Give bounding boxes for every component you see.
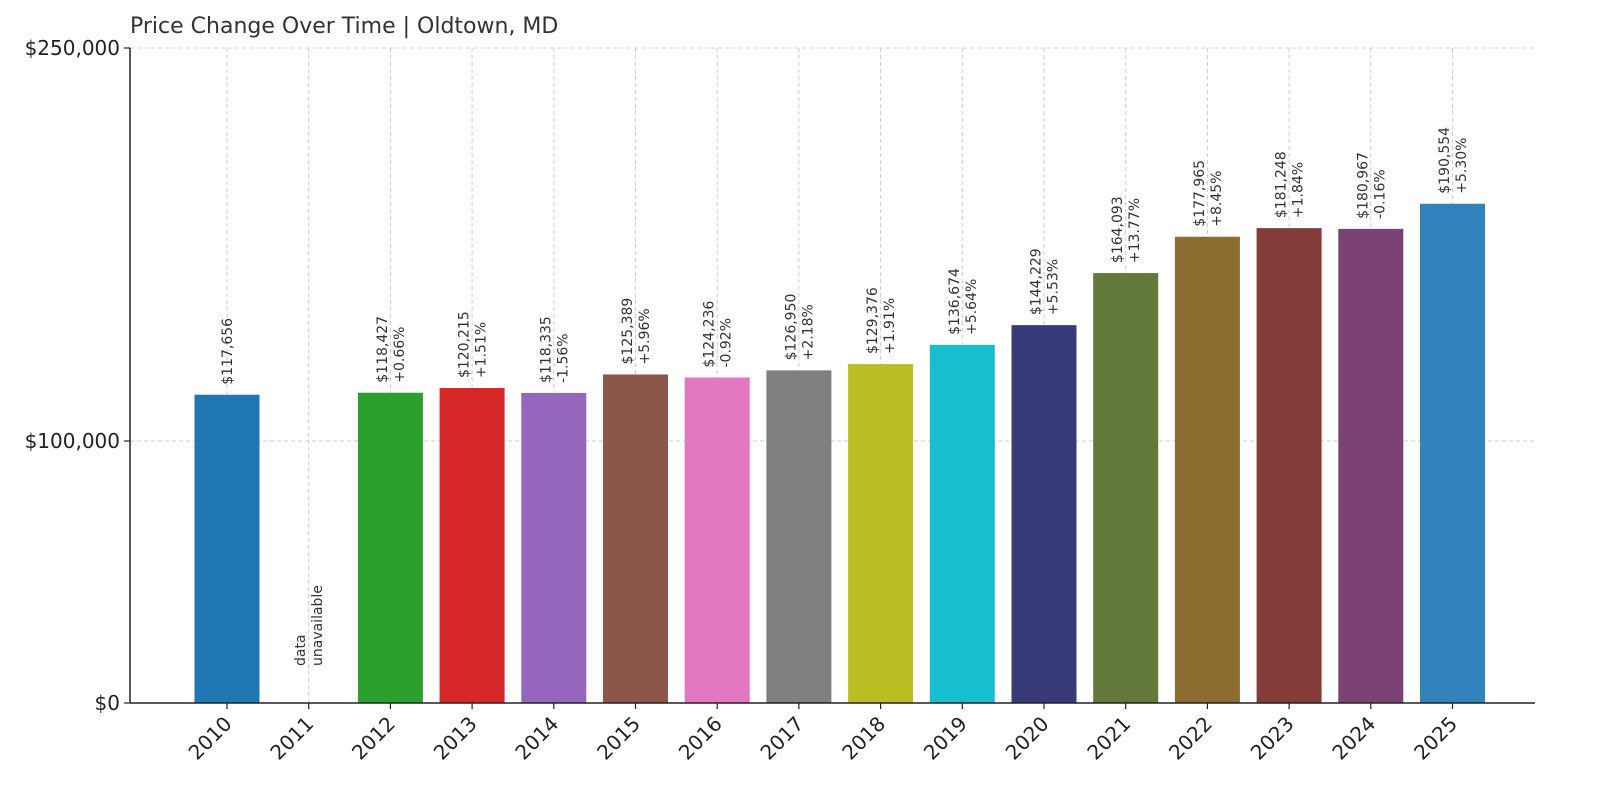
bar-change-label: +8.45% [1209,171,1225,227]
bar-value-label: $144,229 [1029,248,1045,315]
bar-change-label: +5.30% [1454,138,1470,194]
bars [194,203,1485,704]
x-tick-label: 2012 [347,712,400,765]
missing-data-label: data [293,634,309,666]
missing-data-label: unavailable [310,585,326,666]
bar-2022 [1174,236,1240,704]
x-tick-label: 2010 [184,712,237,765]
x-tick-label: 2022 [1164,712,1217,765]
bar-value-label: $180,967 [1355,152,1371,219]
bar-value-label: $129,376 [865,287,881,354]
x-tick-label: 2016 [674,712,727,765]
bar-2018 [848,364,914,703]
bar-2020 [1011,325,1077,703]
x-tick-label: 2011 [265,712,318,765]
bar-value-label: $117,656 [220,318,236,385]
bar-change-label: +1.51% [474,322,490,378]
bar-2021 [1093,273,1159,703]
bar-2025 [1420,203,1485,703]
bar-value-label: $126,950 [783,294,799,361]
bar-change-label: -1.56% [555,333,571,383]
bar-change-label: +1.91% [882,298,898,354]
bar-change-label: +2.18% [800,304,816,360]
x-tick-label: 2021 [1082,712,1135,765]
y-tick-label: $250,000 [25,36,120,60]
bar-2010 [194,394,260,703]
bar-change-label: -0.92% [719,318,735,368]
bar-2024 [1338,228,1404,703]
bar-value-label: $118,427 [375,316,391,383]
bar-value-label: $125,389 [620,298,636,365]
bar-change-label: +1.84% [1291,162,1307,218]
bar-change-label: +5.53% [1046,259,1062,315]
x-tick-label: 2018 [837,712,890,765]
x-tick-label: 2017 [755,712,808,765]
y-tick-labels: $0 $100,000 $250,000 [25,36,120,715]
x-tick-label: 2013 [429,712,482,765]
x-tick-label: 2015 [592,712,645,765]
x-tick-label: 2024 [1327,712,1380,765]
bar-change-label: +13.77% [1127,198,1143,263]
bar-change-label: +5.64% [964,279,980,335]
bar-labels: $117,656 data unavailable $118,427 +0.66% $12… [220,127,1470,666]
bar-value-label: $118,335 [538,316,554,383]
bar-2014 [521,392,587,703]
x-tick-labels: 2010 2011 2012 2013 2014 2015 2016 2017 2018 2019… [184,712,1462,765]
bar-change-label: -0.16% [1372,169,1388,219]
bar-value-label: $136,674 [947,268,963,335]
x-tick-label: 2023 [1246,712,1299,765]
bar-2013 [439,388,505,703]
x-tick-label: 2014 [510,712,563,765]
bar-change-label: +5.96% [637,308,653,364]
bar-value-label: $181,248 [1274,151,1290,218]
bar-change-label: +0.66% [392,327,408,383]
chart-title: Price Change Over Time | Oldtown, MD [130,14,559,39]
bar-2016 [684,377,750,703]
bar-2023 [1256,228,1322,703]
bar-value-label: $120,215 [457,311,473,378]
y-tick-label: $100,000 [25,429,120,453]
bar-value-label: $177,965 [1192,160,1208,227]
bar-2019 [929,344,995,703]
grid-lines [130,47,1535,703]
axes [124,47,1535,709]
bar-value-label: $124,236 [702,301,718,368]
bar-2012 [357,392,423,703]
x-tick-label: 2020 [1001,712,1054,765]
bar-value-label: $190,554 [1437,127,1453,194]
bar-2015 [603,374,668,703]
x-tick-label: 2019 [919,712,972,765]
bar-2017 [766,370,832,703]
x-tick-label: 2025 [1409,712,1462,765]
bar-value-label: $164,093 [1110,196,1126,263]
y-tick-label: $0 [95,691,120,715]
